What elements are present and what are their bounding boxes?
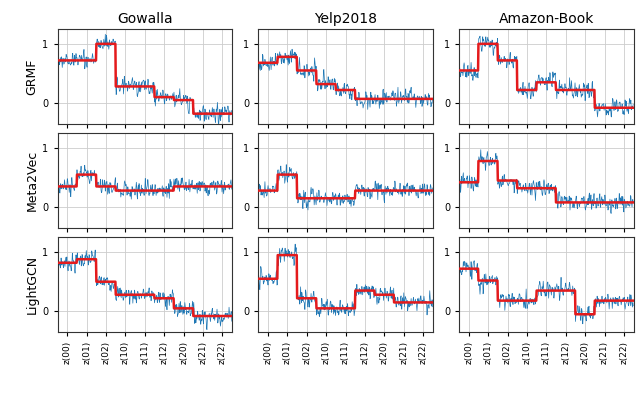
Y-axis label: LightGCN: LightGCN xyxy=(26,255,38,314)
Title: Amazon-Book: Amazon-Book xyxy=(499,12,594,27)
Title: Gowalla: Gowalla xyxy=(117,12,173,27)
Title: Yelp2018: Yelp2018 xyxy=(314,12,377,27)
Y-axis label: Meta2Vec: Meta2Vec xyxy=(26,150,38,211)
Y-axis label: GRMF: GRMF xyxy=(26,58,38,95)
